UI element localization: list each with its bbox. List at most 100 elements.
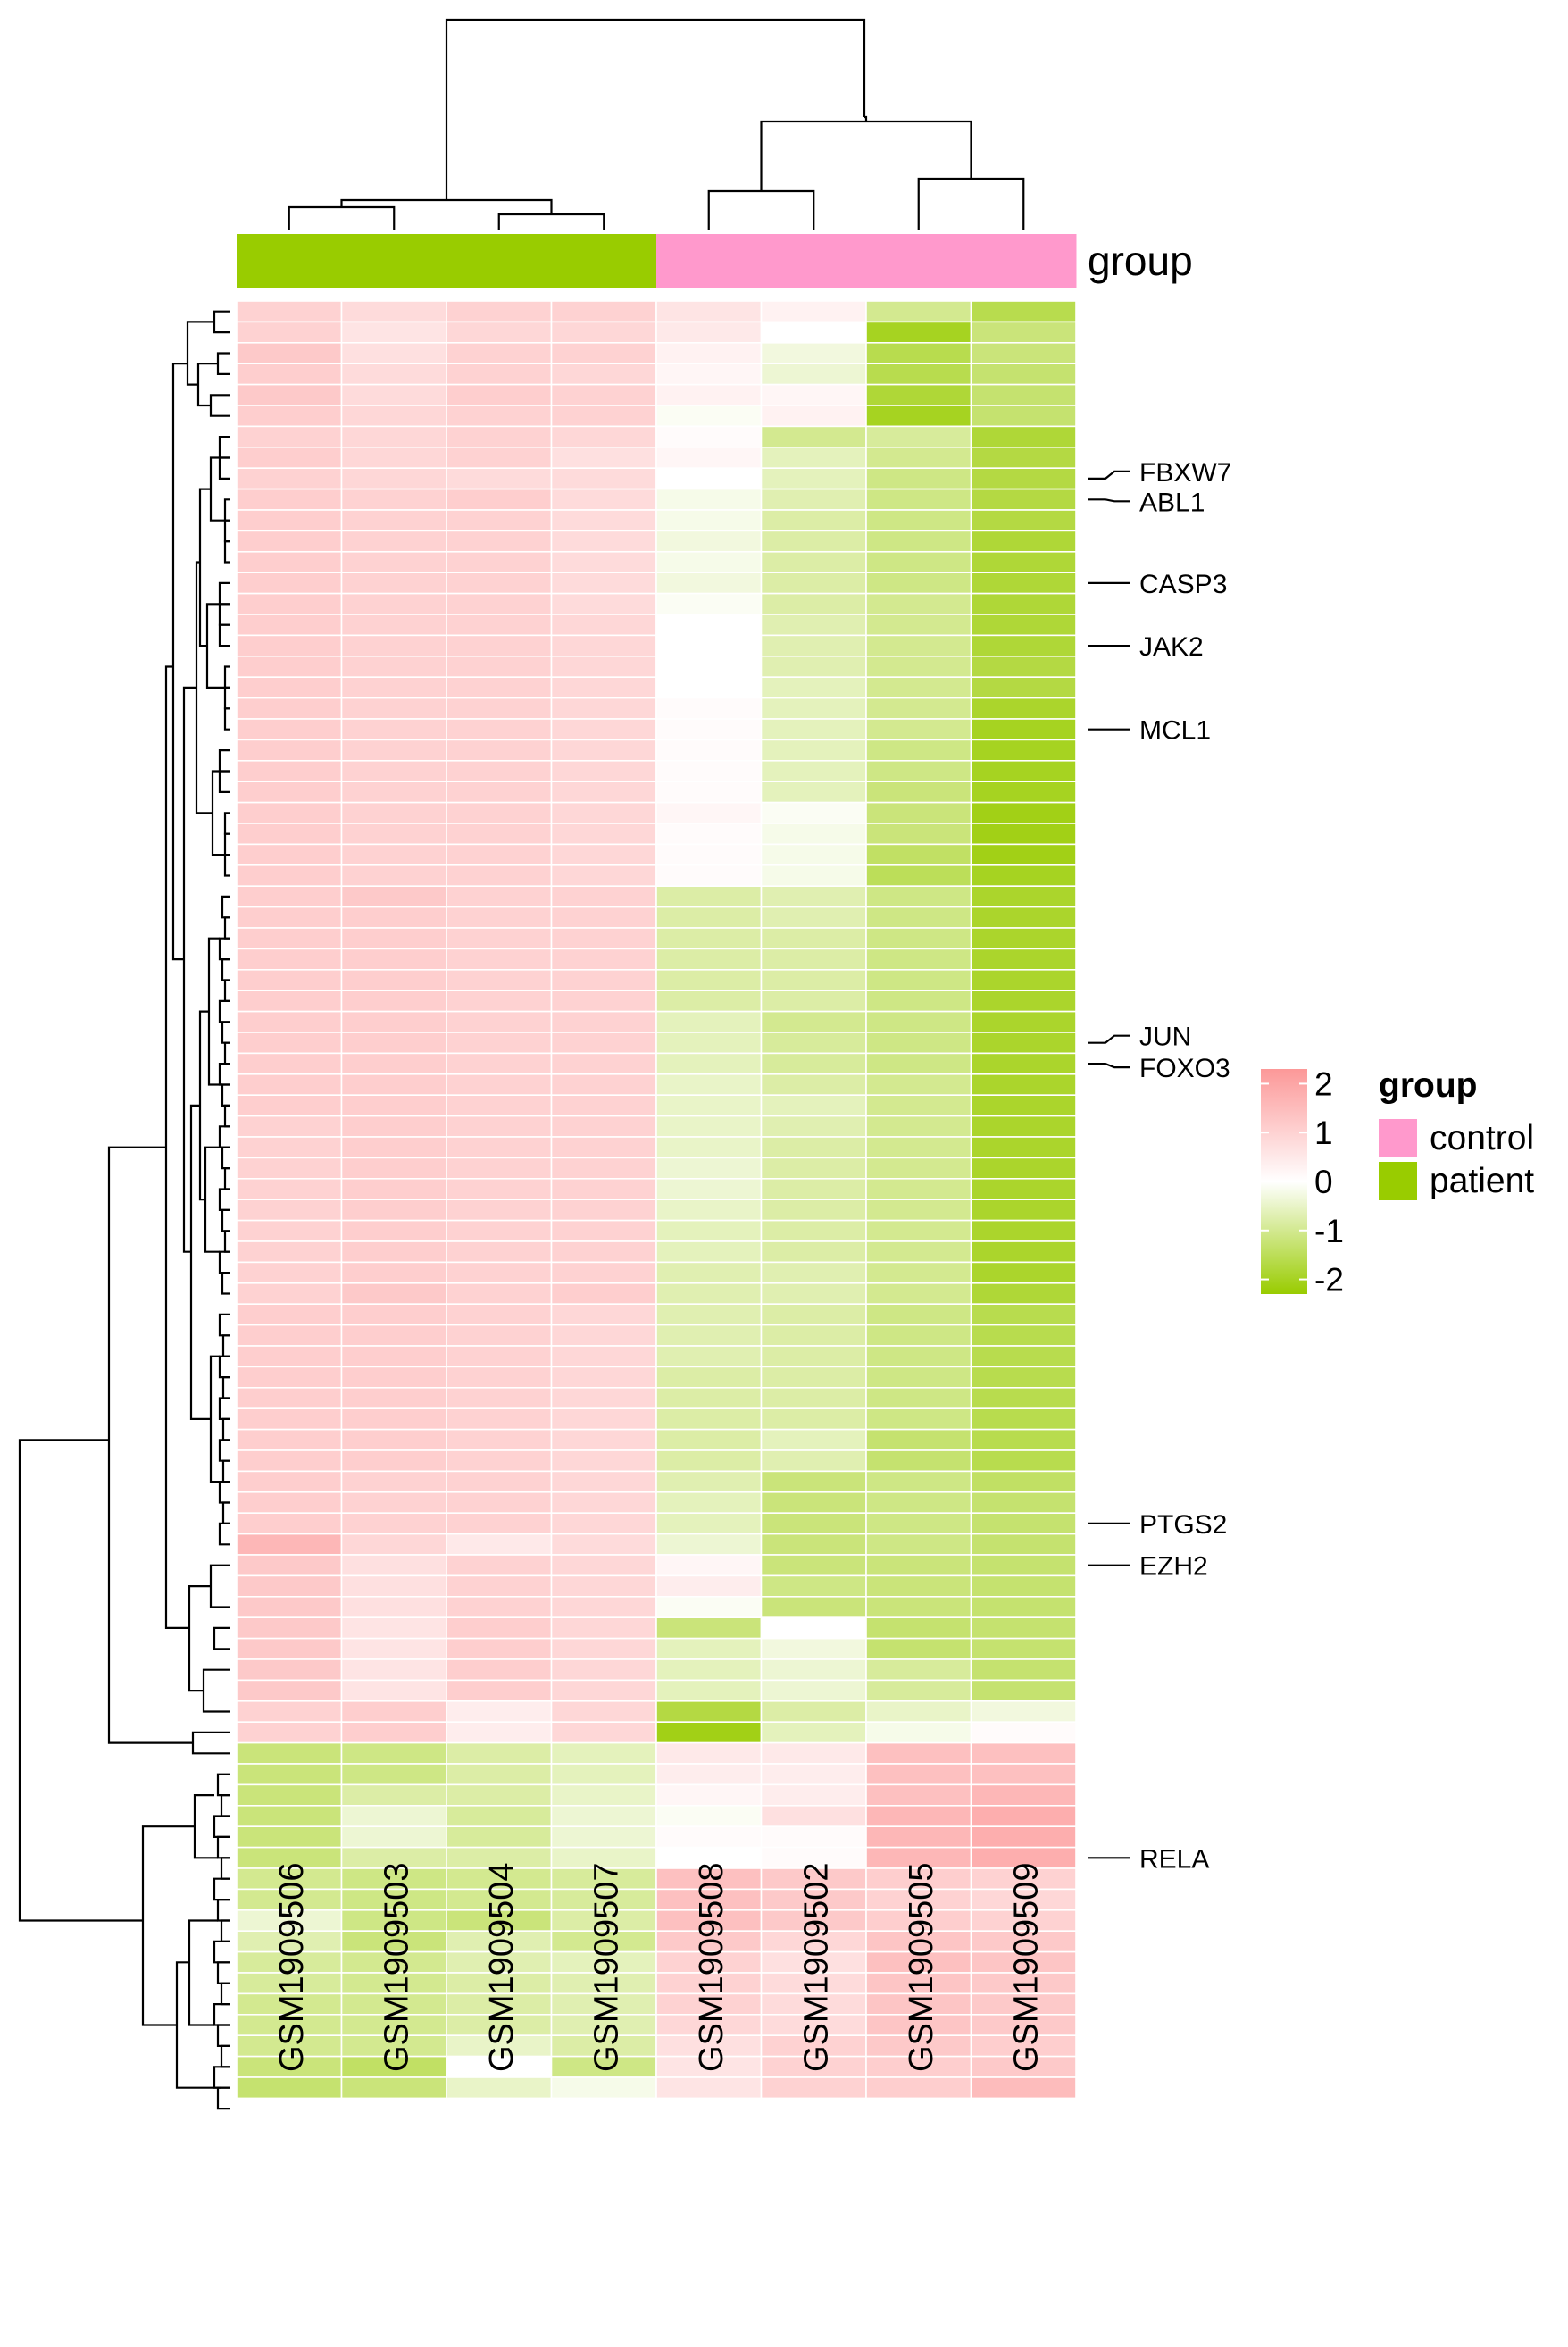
heatmap-cell-r16-c7 [970, 634, 1077, 657]
heatmap-cell-r52-c1 [340, 1387, 447, 1410]
heatmap-cell-r51-c6 [865, 1366, 972, 1389]
heatmap-cell-r72-c2 [446, 1805, 553, 1828]
heatmap-cell-r72-c0 [236, 1805, 343, 1828]
heatmap-cell-r28-c6 [865, 885, 972, 908]
heatmap-cell-r34-c5 [760, 1010, 867, 1033]
heatmap-cell-r73-c3 [550, 1825, 657, 1849]
heatmap-cell-r18-c2 [446, 676, 553, 699]
row-dendrogram-branch [216, 1773, 230, 1797]
heatmap-cell-r36-c4 [655, 1052, 763, 1075]
heatmap-cell-r16-c3 [550, 634, 657, 657]
heatmap-cell-r66-c3 [550, 1679, 657, 1702]
heatmap-cell-r38-c7 [970, 1094, 1077, 1117]
heatmap-cell-r30-c2 [446, 927, 553, 950]
column-label: GSM1909502 [797, 1863, 835, 2073]
heatmap-cell-r36-c7 [970, 1052, 1077, 1075]
heatmap-cell-r21-c5 [760, 739, 867, 762]
heatmap-cell-r24-c0 [236, 801, 343, 824]
row-dendrogram-branch [223, 854, 230, 877]
row-dendrogram-branch [182, 686, 196, 1253]
heatmap-cell-r54-c2 [446, 1428, 553, 1451]
heatmap-cell-r66-c7 [970, 1679, 1077, 1702]
heatmap-cell-r7-c2 [446, 446, 553, 469]
heatmap-cell-r58-c1 [340, 1512, 447, 1535]
heatmap-cell-r61-c4 [655, 1574, 763, 1598]
heatmap-cell-r7-c1 [340, 446, 447, 469]
heatmap-cell-r71-c2 [446, 1783, 553, 1807]
heatmap-cell-r23-c2 [446, 781, 553, 804]
heatmap-cell-r35-c7 [970, 1032, 1077, 1055]
heatmap-cell-r73-c4 [655, 1825, 763, 1849]
heatmap-cell-r57-c4 [655, 1491, 763, 1515]
row-dendrogram-branch [218, 1125, 230, 1148]
row-dendrogram-branch [218, 1313, 230, 1337]
heatmap-cell-r58-c6 [865, 1512, 972, 1535]
heatmap-cell-r3-c1 [340, 363, 447, 386]
heatmap-cell-r36-c0 [236, 1052, 343, 1075]
heatmap-cell-r68-c5 [760, 1721, 867, 1744]
heatmap-cell-r28-c4 [655, 885, 763, 908]
heatmap-cell-r29-c0 [236, 906, 343, 929]
heatmap-cell-r34-c2 [446, 1010, 553, 1033]
heatmap-cell-r30-c3 [550, 927, 657, 950]
row-dendrogram-branch [209, 394, 230, 417]
heatmap-cell-r24-c5 [760, 801, 867, 824]
heatmap-cell-r20-c5 [760, 718, 867, 741]
heatmap-cell-r29-c1 [340, 906, 447, 929]
heatmap-cell-r41-c7 [970, 1157, 1077, 1180]
heatmap-cell-r51-c5 [760, 1366, 867, 1389]
row-dendrogram-branch [221, 1417, 230, 1441]
heatmap-cell-r14-c1 [340, 592, 447, 615]
row-dendrogram-branch [223, 832, 230, 856]
heatmap-cell-r31-c7 [970, 948, 1077, 971]
annotation-cell-2 [446, 234, 552, 288]
heatmap-cell-r33-c0 [236, 990, 343, 1013]
heatmap-cell-r24-c7 [970, 801, 1077, 824]
heatmap-cell-r19-c5 [760, 697, 867, 720]
heatmap-cell-r8-c5 [760, 467, 867, 490]
heatmap-cell-r53-c5 [760, 1407, 867, 1431]
heatmap-cell-r35-c1 [340, 1032, 447, 1055]
row-dendrogram-branch [223, 665, 230, 689]
heatmap-cell-r5-c0 [236, 405, 343, 428]
heatmap-cell-r60-c6 [865, 1554, 972, 1577]
heatmap-cell-r24-c1 [340, 801, 447, 824]
heatmap-cell-r42-c2 [446, 1178, 553, 1201]
heatmap-cell-r31-c6 [865, 948, 972, 971]
heatmap-cell-r66-c1 [340, 1679, 447, 1702]
heatmap-cell-r63-c6 [865, 1616, 972, 1640]
heatmap-cell-r43-c2 [446, 1199, 553, 1222]
heatmap-cell-r57-c1 [340, 1491, 447, 1515]
heatmap-cell-r4-c2 [446, 383, 553, 406]
heatmap-cell-r6-c4 [655, 425, 763, 448]
heatmap-cell-r58-c2 [446, 1512, 553, 1535]
heatmap-cell-r30-c7 [970, 927, 1077, 950]
heatmap-cell-r31-c2 [446, 948, 553, 971]
heatmap-cell-r27-c1 [340, 864, 447, 887]
row-dendrogram-branch [223, 1230, 230, 1253]
heatmap-cell-r19-c3 [550, 697, 657, 720]
heatmap-cells [236, 300, 1077, 2100]
heatmap-cell-r6-c7 [970, 425, 1077, 448]
heatmap-cell-r58-c4 [655, 1512, 763, 1535]
heatmap-cell-r26-c1 [340, 843, 447, 866]
row-dendrogram-branch [209, 456, 225, 522]
heatmap-cell-r20-c0 [236, 718, 343, 741]
heatmap-cell-r39-c5 [760, 1115, 867, 1138]
column-label: GSM1909504 [483, 1863, 521, 2073]
heatmap-cell-r33-c2 [446, 990, 553, 1013]
group-legend-swatch-patient [1379, 1162, 1417, 1200]
heatmap-cell-r39-c0 [236, 1115, 343, 1138]
heatmap-cell-r34-c6 [865, 1010, 972, 1033]
column-dendrogram-branch [707, 189, 815, 230]
heatmap-cell-r2-c0 [236, 341, 343, 364]
heatmap-cell-r69-c2 [446, 1741, 553, 1765]
heatmap-cell-r7-c4 [655, 446, 763, 469]
heatmap-cell-r39-c6 [865, 1115, 972, 1138]
row-dendrogram-branch [218, 1355, 230, 1379]
heatmap-cell-r63-c5 [760, 1616, 867, 1640]
heatmap-cell-r21-c3 [550, 739, 657, 762]
row-dendrogram-branch [223, 686, 230, 710]
heatmap-cell-r69-c7 [970, 1741, 1077, 1765]
